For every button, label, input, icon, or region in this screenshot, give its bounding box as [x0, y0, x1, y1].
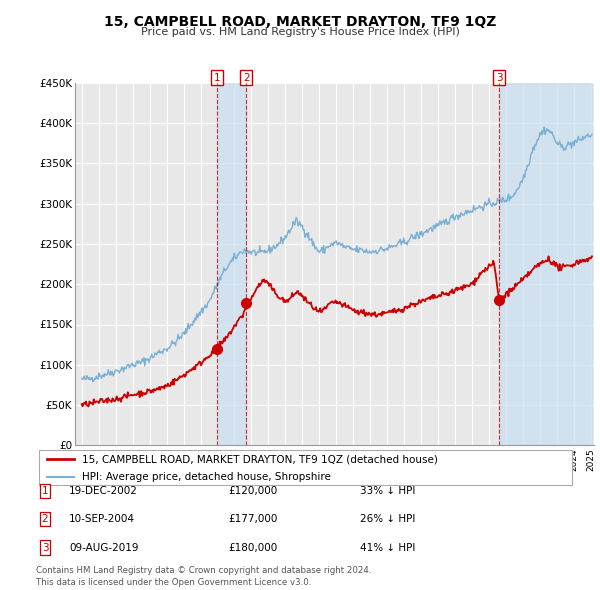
Text: 2: 2 — [243, 73, 250, 83]
Text: 10-SEP-2004: 10-SEP-2004 — [69, 514, 135, 524]
Text: Price paid vs. HM Land Registry's House Price Index (HPI): Price paid vs. HM Land Registry's House … — [140, 27, 460, 37]
Text: £180,000: £180,000 — [228, 543, 277, 552]
Text: 33% ↓ HPI: 33% ↓ HPI — [360, 486, 415, 496]
Text: 19-DEC-2002: 19-DEC-2002 — [69, 486, 138, 496]
Text: 2: 2 — [41, 514, 49, 524]
Bar — [499, 83, 592, 445]
Text: 3: 3 — [496, 73, 503, 83]
Text: 15, CAMPBELL ROAD, MARKET DRAYTON, TF9 1QZ (detached house): 15, CAMPBELL ROAD, MARKET DRAYTON, TF9 1… — [82, 454, 438, 464]
Text: 3: 3 — [41, 543, 49, 552]
Text: £177,000: £177,000 — [228, 514, 277, 524]
Text: 1: 1 — [214, 73, 220, 83]
Text: 41% ↓ HPI: 41% ↓ HPI — [360, 543, 415, 552]
FancyBboxPatch shape — [39, 450, 572, 485]
Text: 1: 1 — [41, 486, 49, 496]
Text: HPI: Average price, detached house, Shropshire: HPI: Average price, detached house, Shro… — [82, 472, 331, 482]
Bar — [217, 83, 246, 445]
Text: 09-AUG-2019: 09-AUG-2019 — [69, 543, 139, 552]
Text: 15, CAMPBELL ROAD, MARKET DRAYTON, TF9 1QZ: 15, CAMPBELL ROAD, MARKET DRAYTON, TF9 1… — [104, 15, 496, 29]
Text: £120,000: £120,000 — [228, 486, 277, 496]
Text: 26% ↓ HPI: 26% ↓ HPI — [360, 514, 415, 524]
Text: Contains HM Land Registry data © Crown copyright and database right 2024.
This d: Contains HM Land Registry data © Crown c… — [36, 566, 371, 587]
